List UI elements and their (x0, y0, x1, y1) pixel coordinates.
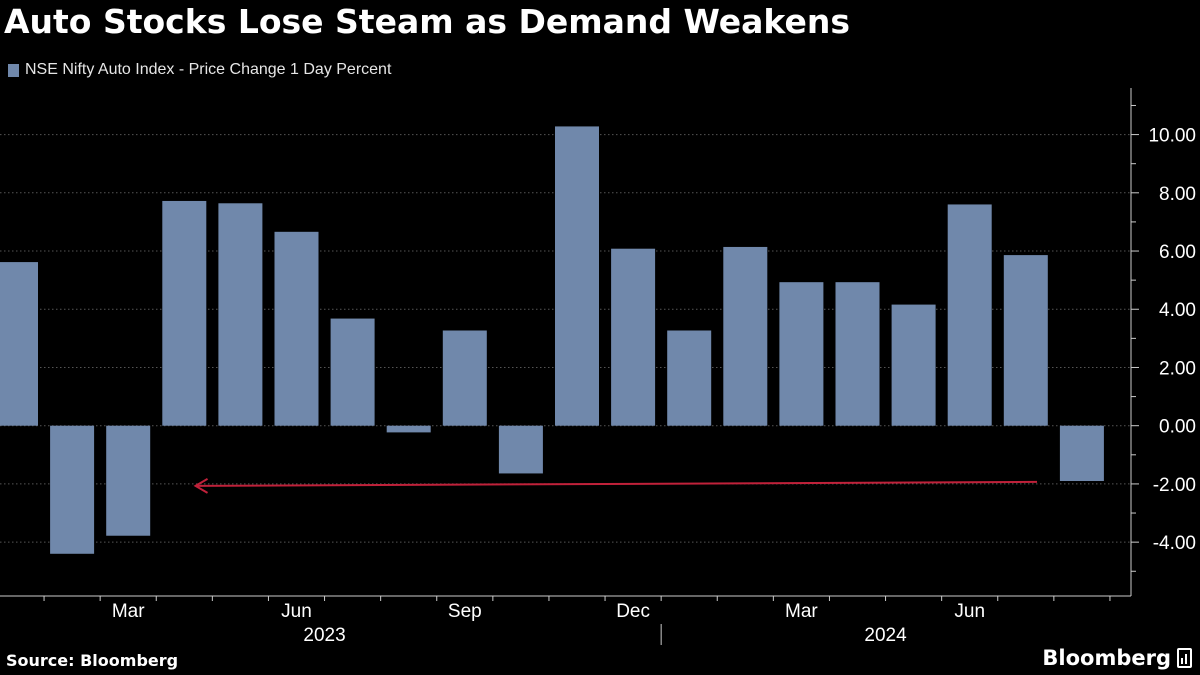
x-tick-label: Sep (448, 601, 482, 622)
bar (779, 282, 824, 426)
legend-swatch (8, 63, 19, 77)
bar (667, 330, 712, 426)
y-tick-label: -2.00 (1153, 475, 1196, 496)
x-tick-label: Dec (616, 601, 650, 622)
bar (218, 203, 263, 426)
brand-name: Bloomberg (1042, 646, 1171, 670)
bar (162, 200, 207, 426)
bar (611, 248, 656, 426)
bar (274, 231, 319, 426)
bar (0, 262, 38, 426)
bar (555, 126, 599, 426)
y-tick-label: 0.00 (1159, 417, 1196, 438)
bar (891, 304, 936, 426)
annotation-layer (193, 478, 1038, 494)
legend-label: NSE Nifty Auto Index - Price Change 1 Da… (25, 61, 392, 78)
x-tick-label: Jun (281, 601, 312, 622)
bar (498, 425, 543, 474)
x-tick-label: Mar (785, 601, 818, 622)
y-tick-label: 8.00 (1159, 184, 1196, 205)
legend: NSE Nifty Auto Index - Price Change 1 Da… (8, 61, 391, 79)
bar (1059, 425, 1104, 482)
bar (723, 246, 768, 426)
bar (947, 204, 992, 426)
source-note: Source: Bloomberg (6, 651, 179, 670)
y-tick-label: 6.00 (1159, 242, 1196, 263)
bloomberg-terminal-icon (1177, 648, 1192, 668)
y-tick-label: 4.00 (1159, 300, 1196, 321)
chart-title: Auto Stocks Lose Steam as Demand Weakens (4, 2, 850, 41)
bar (330, 318, 375, 426)
bar (1003, 255, 1048, 426)
bar-layer (0, 126, 1104, 554)
bar (106, 425, 151, 536)
x-tick-label: Mar (112, 601, 145, 622)
y-tick-label: 2.00 (1159, 358, 1196, 379)
axis-layer: 10.00 8.00 6.00 4.00 2.00 0.00 -2.00 -4.00 Mar Ju… (0, 88, 1196, 646)
bar (442, 330, 487, 426)
y-tick-label: 10.00 (1148, 126, 1196, 147)
brand-logo: Bloomberg (1042, 646, 1192, 670)
bar (50, 425, 95, 554)
bar (386, 425, 431, 433)
year-label: 2024 (864, 625, 907, 646)
year-label: 2023 (303, 625, 345, 646)
bar (835, 282, 880, 426)
annotation-arrow-head (193, 478, 209, 494)
annotation-arrow-line (195, 480, 1038, 487)
x-tick-label: Jun (954, 601, 985, 622)
y-tick-label: -4.00 (1153, 533, 1196, 554)
